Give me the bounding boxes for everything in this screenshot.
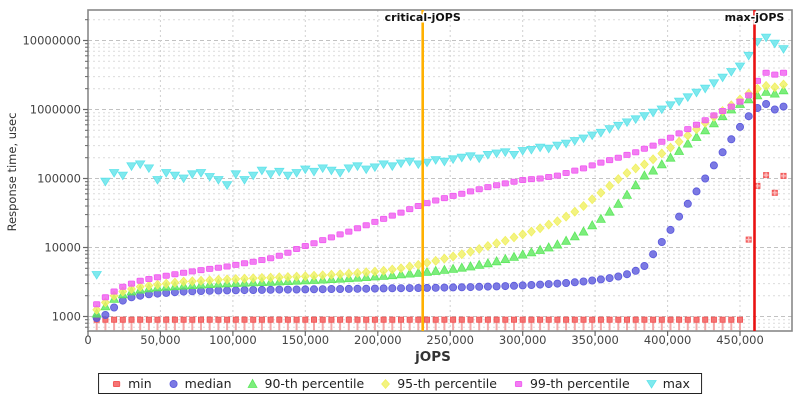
series-95-th-percentile (92, 79, 788, 315)
legend-item-95-th-percentile: 95-th percentile (379, 376, 497, 391)
svg-text:250,000: 250,000 (426, 333, 474, 347)
svg-text:50,000: 50,000 (140, 333, 180, 347)
svg-text:100000: 100000 (37, 172, 81, 186)
svg-text:350,000: 350,000 (571, 333, 619, 347)
vline-label-critical-jops: critical-jOPS (385, 11, 461, 24)
vline-annotations: critical-jOPS max-jOPS (383, 10, 786, 331)
series-99-th-percentile (93, 69, 788, 308)
tick-labels: 0 50,000 100,000 150,000 200,000 250,000 300,0… (22, 34, 763, 348)
x-axis-title: jOPS (414, 349, 451, 365)
legend-marker-median-icon (169, 379, 178, 388)
data-series (91, 33, 789, 331)
legend-marker-95-th-percentile-icon (381, 378, 391, 389)
y-axis-title: Response time, usec (5, 113, 19, 232)
legend-item-min: min (110, 376, 152, 391)
svg-text:0: 0 (84, 333, 91, 347)
legend-item-max: max (645, 376, 690, 391)
legend-marker-90-th-percentile-icon (247, 378, 259, 388)
legend-label-max: max (662, 376, 690, 391)
legend-marker-max-icon (645, 379, 657, 389)
legend-label-median: median (184, 376, 232, 391)
svg-text:300,000: 300,000 (499, 333, 547, 347)
legend-label-90-th-percentile: 90-th percentile (264, 376, 365, 391)
svg-text:100,000: 100,000 (209, 333, 257, 347)
vline-label-max-jops: max-jOPS (725, 11, 785, 24)
grid-lines (88, 10, 792, 331)
plot-frame (83, 9, 793, 336)
svg-text:450,000: 450,000 (716, 333, 764, 347)
legend-label-99-th-percentile: 99-th percentile (529, 376, 630, 391)
svg-text:150,000: 150,000 (282, 333, 330, 347)
legend-label-min: min (128, 376, 152, 391)
legend: min median 90-th percentile 95-th percentil… (98, 373, 702, 394)
svg-text:1000: 1000 (52, 310, 81, 324)
legend-item-median: median (167, 376, 232, 391)
series-min (93, 172, 787, 331)
response-time-percentile-chart: critical-jOPS max-jOPS 0 50,000 100,000 150,… (5, 9, 793, 365)
svg-text:1000000: 1000000 (30, 103, 81, 117)
legend-item-99-th-percentile: 99-th percentile (512, 376, 630, 391)
series-max (91, 33, 789, 280)
legend-item-90-th-percentile: 90-th percentile (247, 376, 365, 391)
svg-text:10000000: 10000000 (22, 34, 81, 48)
svg-text:10000: 10000 (44, 241, 81, 255)
legend-marker-99-th-percentile-icon (514, 380, 523, 387)
svg-text:400,000: 400,000 (644, 333, 692, 347)
svg-text:200,000: 200,000 (354, 333, 402, 347)
legend-marker-min-icon (112, 380, 121, 387)
legend-label-95-th-percentile: 95-th percentile (397, 376, 497, 391)
